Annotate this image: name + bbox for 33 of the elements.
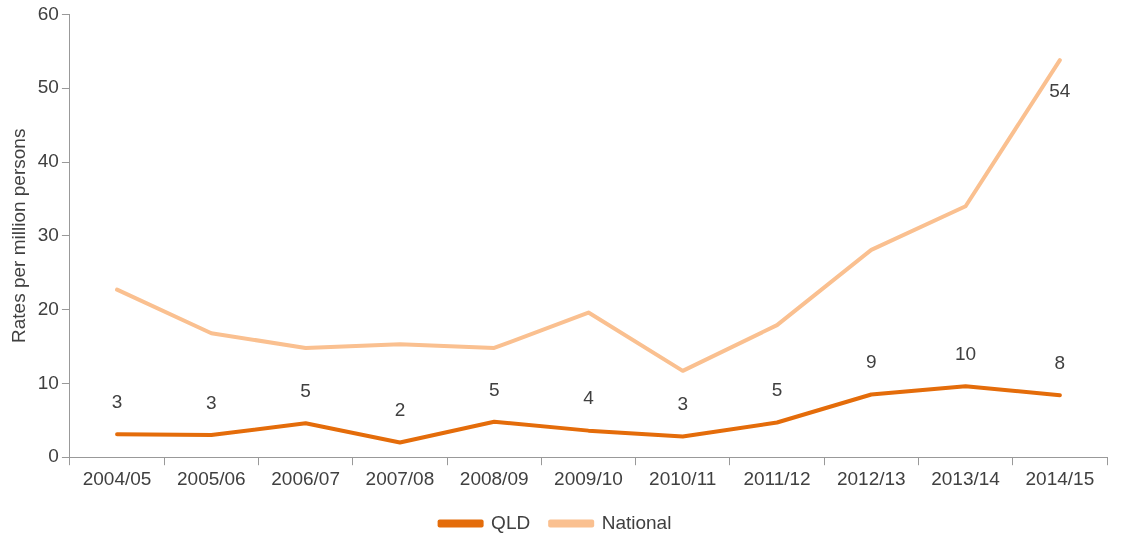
x-tick-label: 2011/12 — [743, 467, 811, 489]
y-tick-label: 30 — [37, 224, 59, 246]
x-tick-label: 2009/10 — [554, 467, 623, 489]
data-label: 10 — [955, 343, 977, 365]
x-tick-label: 2012/13 — [836, 467, 906, 489]
legend-label: QLD — [491, 511, 531, 533]
x-tick-label: 2005/06 — [177, 467, 246, 489]
y-tick-label: 20 — [37, 297, 59, 319]
data-label: 3 — [111, 391, 123, 413]
x-tick-label: 2004/05 — [82, 467, 152, 489]
data-label: 5 — [771, 379, 783, 401]
x-tick-label: 2008/09 — [459, 467, 529, 489]
y-tick-label: 40 — [37, 150, 59, 172]
data-label: 9 — [866, 351, 877, 373]
x-tick-label: 2014/15 — [1025, 467, 1095, 489]
data-label: 4 — [583, 387, 595, 409]
x-tick-label: 2006/07 — [271, 467, 340, 489]
data-label: 8 — [1054, 351, 1066, 373]
y-tick-label: 0 — [48, 445, 59, 467]
y-tick-label: 10 — [37, 371, 59, 393]
x-tick-label: 2013/14 — [931, 467, 1001, 489]
legend-label: National — [601, 511, 672, 533]
data-label: 3 — [677, 393, 689, 415]
data-label: 5 — [300, 379, 311, 401]
y-axis-title: Rates per million persons — [7, 128, 29, 343]
data-label: 54 — [1049, 79, 1071, 101]
x-tick-label: 2007/08 — [365, 467, 435, 489]
y-tick-label: 50 — [37, 76, 59, 98]
x-tick-label: 2010/11 — [649, 467, 717, 489]
data-label: 3 — [206, 391, 217, 413]
data-label: 2 — [394, 399, 406, 421]
y-tick-label: 60 — [37, 2, 59, 24]
data-label: 5 — [488, 378, 500, 400]
